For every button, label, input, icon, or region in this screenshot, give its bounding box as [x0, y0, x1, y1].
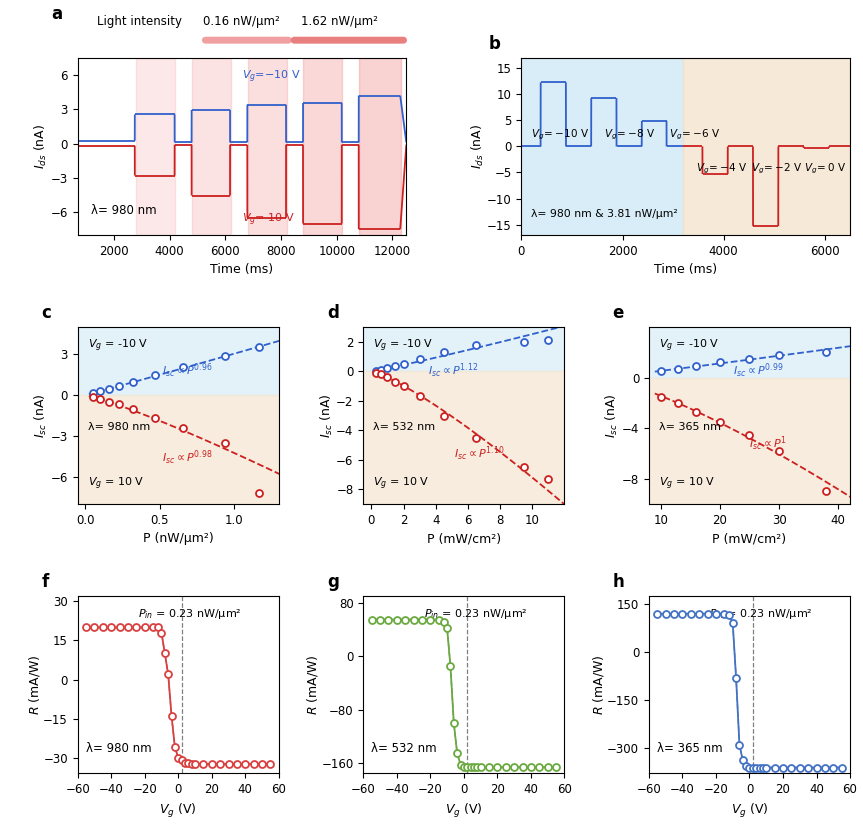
Text: $I_{sc}\propto P^{0.99}$: $I_{sc}\propto P^{0.99}$: [734, 361, 784, 380]
X-axis label: P (mW/cm²): P (mW/cm²): [427, 533, 501, 545]
Bar: [136, 58, 175, 235]
Bar: [649, 378, 850, 504]
Text: $V_g$= 0 V: $V_g$= 0 V: [804, 161, 847, 176]
Text: b: b: [488, 35, 501, 53]
Text: $I_{sc}\propto P^{0.98}$: $I_{sc}\propto P^{0.98}$: [162, 448, 212, 466]
Text: $V_g$= −10 V: $V_g$= −10 V: [532, 128, 589, 142]
Bar: [192, 58, 231, 235]
Text: $V_g$= −6 V: $V_g$= −6 V: [670, 128, 721, 142]
Text: $P_{in}$ = 0.23 nW/μm²: $P_{in}$ = 0.23 nW/μm²: [138, 607, 242, 621]
Y-axis label: $I_{ds}$ (nA): $I_{ds}$ (nA): [469, 124, 486, 169]
Text: f: f: [41, 573, 48, 591]
Y-axis label: $R$ (mA/W): $R$ (mA/W): [305, 654, 320, 715]
Text: $P_{in}$ = 0.23 nW/μm²: $P_{in}$ = 0.23 nW/μm²: [709, 607, 813, 621]
Text: $I_{sc}\propto P^{1.12}$: $I_{sc}\propto P^{1.12}$: [428, 361, 478, 380]
Text: Light intensity: Light intensity: [98, 15, 182, 28]
Bar: [363, 371, 564, 504]
X-axis label: P (nW/μm²): P (nW/μm²): [143, 533, 214, 545]
Bar: [78, 327, 279, 395]
Text: λ= 980 nm: λ= 980 nm: [85, 742, 151, 755]
Text: $P_{in}$ = 0.23 nW/μm²: $P_{in}$ = 0.23 nW/μm²: [424, 607, 527, 621]
Bar: [683, 58, 850, 235]
Y-axis label: $I_{sc}$ (nA): $I_{sc}$ (nA): [318, 394, 335, 437]
Text: $I_{sc}\propto P^{1.10}$: $I_{sc}\propto P^{1.10}$: [454, 445, 504, 463]
Y-axis label: $I_{ds}$ (nA): $I_{ds}$ (nA): [33, 124, 49, 169]
Text: $V_g$ = 10 V: $V_g$ = 10 V: [374, 476, 430, 492]
Text: $V_g$ = -10 V: $V_g$ = -10 V: [88, 337, 148, 354]
Text: e: e: [613, 304, 624, 323]
X-axis label: $V_g$ (V): $V_g$ (V): [445, 801, 482, 820]
X-axis label: Time (ms): Time (ms): [654, 263, 717, 276]
Text: λ= 980 nm & 3.81 nW/μm²: λ= 980 nm & 3.81 nW/μm²: [532, 209, 678, 219]
Text: $V_g$ = -10 V: $V_g$ = -10 V: [374, 337, 434, 354]
Text: λ= 532 nm: λ= 532 nm: [374, 422, 436, 432]
Text: c: c: [41, 304, 51, 323]
Text: $V_g$= −4 V: $V_g$= −4 V: [696, 161, 747, 176]
Y-axis label: $R$ (mA/W): $R$ (mA/W): [590, 654, 606, 715]
Text: $V_g$= 10 V: $V_g$= 10 V: [242, 212, 295, 228]
Text: λ= 980 nm: λ= 980 nm: [88, 422, 150, 432]
Text: $V_g$ = 10 V: $V_g$ = 10 V: [88, 476, 144, 492]
X-axis label: P (mW/cm²): P (mW/cm²): [713, 533, 786, 545]
Text: $V_g$ = -10 V: $V_g$ = -10 V: [659, 337, 720, 354]
Y-axis label: $I_{sc}$ (nA): $I_{sc}$ (nA): [604, 394, 620, 437]
Text: d: d: [327, 304, 339, 323]
Text: λ= 980 nm: λ= 980 nm: [91, 203, 156, 217]
Text: 1.62 nW/μm²: 1.62 nW/μm²: [301, 15, 378, 28]
Bar: [521, 58, 683, 235]
Text: $V_g$=−10 V: $V_g$=−10 V: [242, 69, 300, 85]
Y-axis label: $R$ (mA/W): $R$ (mA/W): [27, 654, 41, 715]
Bar: [303, 58, 343, 235]
Text: λ= 365 nm: λ= 365 nm: [659, 422, 721, 432]
Text: $V_g$= −8 V: $V_g$= −8 V: [603, 128, 655, 142]
Bar: [78, 395, 279, 504]
Y-axis label: $I_{sc}$ (nA): $I_{sc}$ (nA): [33, 394, 49, 437]
X-axis label: $V_g$ (V): $V_g$ (V): [160, 801, 197, 820]
Text: $V_g$ = 10 V: $V_g$ = 10 V: [659, 476, 715, 492]
Bar: [359, 58, 400, 235]
Text: λ= 532 nm: λ= 532 nm: [371, 742, 437, 755]
X-axis label: Time (ms): Time (ms): [211, 263, 274, 276]
Text: h: h: [613, 573, 625, 591]
Bar: [649, 327, 850, 378]
Text: 0.16 nW/μm²: 0.16 nW/μm²: [203, 15, 280, 28]
Text: g: g: [327, 573, 339, 591]
Text: $I_{sc}\propto P^{0.96}$: $I_{sc}\propto P^{0.96}$: [162, 361, 212, 380]
X-axis label: $V_g$ (V): $V_g$ (V): [731, 801, 768, 820]
Bar: [248, 58, 287, 235]
Text: $I_{sc}\propto P^{1}$: $I_{sc}\propto P^{1}$: [749, 434, 787, 452]
Bar: [363, 327, 564, 371]
Text: λ= 365 nm: λ= 365 nm: [657, 742, 722, 755]
Text: a: a: [52, 5, 62, 23]
Text: $V_g$= −2 V: $V_g$= −2 V: [752, 161, 803, 176]
